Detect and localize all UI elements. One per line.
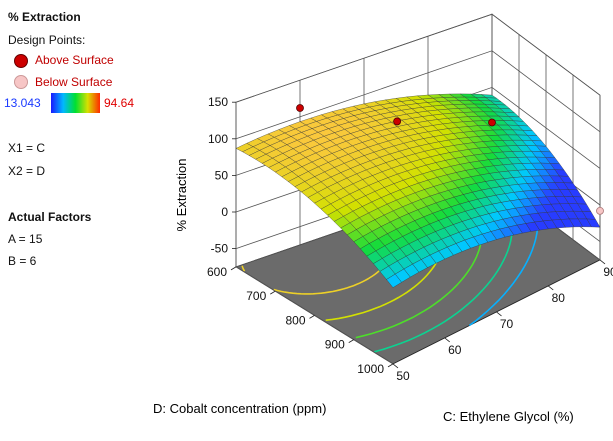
z-tick-label: 0 [221,205,228,219]
x2-factor-label: X2 = D [8,164,46,178]
y-tick-label: 600 [207,265,227,279]
y-tick-label: 1000 [357,362,384,376]
y-tick-mark [387,363,394,368]
factor-b-label: B = 6 [8,254,37,268]
actual-factors-title: Actual Factors [8,210,92,224]
x-tick-label: 70 [500,317,514,331]
scale-max-label: 94.64 [104,96,135,110]
scale-min-label: 13.043 [4,96,41,110]
axis-ticks: -50 0 50 100 150 50 60 70 80 90 600 700 800 900 1000 [207,95,613,383]
x-axis-title: C: Ethylene Glycol (%) [443,409,574,424]
z-tick-label: 50 [215,168,229,182]
above-surface-label: Above Surface [35,53,114,67]
z-tick-label: 150 [208,95,228,109]
below-surface-marker-icon [14,75,28,89]
x-tick-mark [444,337,450,343]
z-axis-title: % Extraction [174,159,189,232]
response-surface [235,93,601,288]
color-scale-bar [51,93,100,113]
x-tick-mark [548,285,554,291]
x1-factor-label: X1 = C [8,141,46,155]
x-tick-label: 90 [603,265,613,279]
z-tick-label: 100 [208,132,228,146]
design-point-above [393,117,402,126]
surface-cell [386,273,402,288]
x-tick-mark [392,363,399,369]
y-tick-mark [309,315,315,319]
factor-a-label: A = 15 [8,232,43,246]
response-title: % Extraction [8,10,81,24]
below-surface-label: Below Surface [35,75,113,89]
y-tick-label: 800 [285,313,305,327]
y-tick-label: 700 [246,289,266,303]
design-points [296,104,604,215]
x-tick-mark [496,311,502,317]
above-surface-marker-icon [14,54,28,68]
x-tick-mark [599,259,606,265]
design-point-above [488,118,496,127]
design-point-below [596,206,604,215]
y-tick-mark [230,266,237,271]
x-tick-label: 60 [448,343,462,357]
z-tick-label: -50 [211,242,229,256]
design-point-above [296,104,304,112]
y-tick-mark [270,290,276,295]
y-tick-label: 900 [325,338,345,352]
design-points-label: Design Points: [8,33,86,47]
legend: % Extraction Design Points: Above Surfac… [0,0,160,300]
y-axis-title: D: Cobalt concentration (ppm) [153,401,326,416]
wall-gridline [235,13,601,103]
x-tick-label: 50 [396,369,410,383]
y-tick-mark [348,339,354,343]
x-tick-label: 80 [552,291,566,305]
